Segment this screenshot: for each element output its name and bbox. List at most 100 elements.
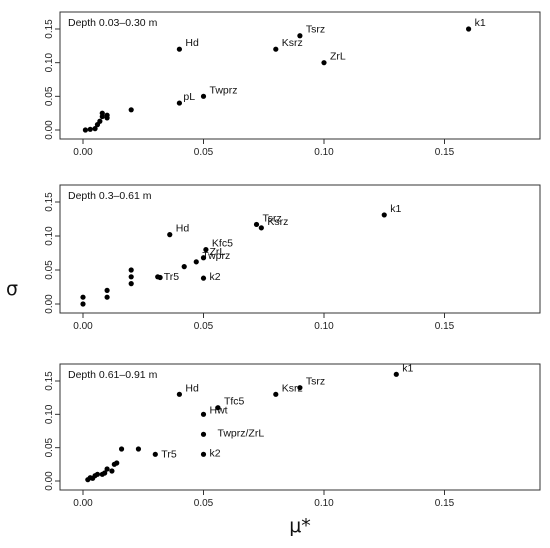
y-tick-label: 0.10 [44,226,55,246]
y-tick-label: 0.05 [44,86,55,106]
data-point [82,127,89,133]
data-point [203,247,209,253]
data-point [393,371,399,377]
data-point [167,232,173,238]
data-point [200,451,207,457]
x-tick-label: 0.10 [314,321,334,332]
y-tick-label: 0.10 [44,52,55,72]
data-point [176,46,182,52]
point-label: Ksrz [282,382,303,394]
panel-label: Depth 0.61–0.91 m [68,369,158,381]
data-point [92,126,98,132]
data-point [297,385,303,391]
x-tick-label: 0.05 [194,498,214,509]
data-point [176,100,182,106]
plot-frame [59,11,541,140]
y-tick-label: 0.00 [44,120,55,140]
y-tick-label: 0.00 [44,471,55,491]
point-label: Hd [176,223,190,235]
point-label: Twprz/ZrL [218,427,265,439]
point-label: Hd [185,382,199,394]
data-point [99,110,105,116]
data-point [273,46,279,52]
x-tick-label: 0.10 [314,147,334,158]
data-point [200,275,207,281]
y-tick-label: 0.00 [44,294,55,314]
data-point [200,411,207,417]
y-tick-label: 0.15 [44,371,55,391]
data-point [80,301,86,307]
x-tick-label: 0.15 [435,498,455,509]
y-tick-label: 0.05 [44,260,55,280]
point-label: Tfc5 [224,396,245,408]
y-tick-label: 0.15 [44,192,55,212]
data-point [128,107,134,113]
data-point [215,405,221,411]
data-point [200,255,207,261]
data-point [104,294,110,300]
point-label: Tr5 [161,448,177,460]
data-point [181,264,187,270]
data-point [104,112,110,118]
point-label: Hd [185,37,199,49]
point-label: Kfc5 [212,238,233,250]
point-label: pL [183,91,195,103]
point-label: Tsrz [306,376,325,388]
point-label: Twprz [202,250,230,262]
point-label: Twprz [210,84,238,96]
data-point [80,294,86,300]
data-point [97,118,103,124]
data-point [258,225,264,231]
data-point [104,466,110,472]
panel-2: Depth 0.3–0.61 m 0.00 0.05 0.10 0.15 0.00 0.05… [44,184,541,332]
x-tick-label: 0.00 [73,321,93,332]
y-tick-label: 0.15 [44,19,55,39]
point-label: k2 [210,447,221,459]
data-point [114,460,120,466]
panel-1: Depth 0.03–0.30 m 0.00 0.05 0.10 0.15 0.00 0.0… [44,11,541,158]
data-point [109,468,115,474]
data-point [321,60,327,66]
data-point [94,471,101,477]
data-point [152,451,158,457]
data-point [253,221,260,228]
data-point [273,391,279,397]
point-label: k1 [475,17,486,29]
point-label: Tsrz [263,212,282,224]
x-tick-label: 0.15 [435,321,455,332]
data-point [200,93,207,99]
data-point [128,274,134,280]
y-axis-label: σ [6,278,18,300]
x-tick-label: 0.05 [194,147,214,158]
panel-label: Depth 0.03–0.30 m [68,17,158,29]
data-point [128,267,134,273]
data-point [200,431,207,437]
x-tick-label: 0.15 [435,147,455,158]
point-label: k1 [390,203,401,215]
point-label: Hwt [210,404,228,416]
point-label: Tr5 [164,271,180,283]
data-point [297,33,303,39]
panel-3: Depth 0.61–0.91 m 0.00 0.05 0.10 0.15 0.00 0.0… [44,362,541,509]
plot-frame [59,184,541,314]
data-point [135,446,142,452]
x-tick-label: 0.05 [194,321,214,332]
y-tick-label: 0.10 [44,404,55,424]
x-tick-label: 0.10 [314,498,334,509]
data-point [118,446,125,452]
point-label: Ksrz [282,37,303,49]
data-point [193,259,199,265]
point-label: ZrL [210,246,226,258]
panel-label: Depth 0.3–0.61 m [68,190,152,202]
x-tick-label: 0.00 [73,147,93,158]
point-label: Tsrz [306,24,325,36]
data-point [102,470,108,476]
data-point [466,26,472,32]
data-point [128,281,134,287]
point-label: ZrL [330,51,346,63]
x-tick-label: 0.00 [73,498,93,509]
data-point [381,212,387,218]
data-point [104,287,110,293]
x-axis-label: μ* [289,515,311,537]
